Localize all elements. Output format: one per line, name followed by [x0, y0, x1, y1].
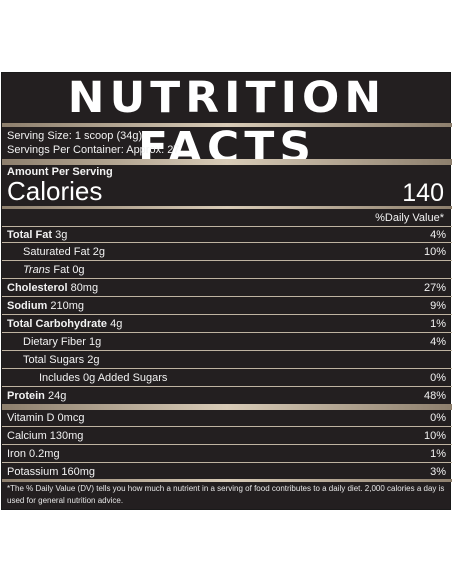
separator-thick [2, 123, 452, 127]
vitamin-dv: 1% [430, 448, 446, 460]
nutrient-row-protein: Protein 24g 48% [2, 388, 452, 405]
vitamin-row-vitamin-d: Vitamin D 0mcg 0% [2, 410, 452, 427]
nutrient-name: Protein [7, 390, 45, 402]
nutrient-dv: 9% [430, 300, 446, 312]
nutrient-row-total-sugars: Total Sugars 2g [2, 352, 452, 369]
nutrient-row-total-carbohydrate: Total Carbohydrate 4g 1% [2, 316, 452, 333]
nutrient-name: Trans [23, 264, 51, 276]
serving-size: Serving Size: 1 scoop (34g) [7, 130, 143, 142]
nutrient-name: Total Fat [7, 229, 53, 241]
vitamin-row-potassium: Potassium 160mg 3% [2, 464, 452, 481]
vitamin-name: Calcium 130mg [7, 430, 84, 442]
separator-thick [2, 159, 452, 165]
nutrient-row-trans-fat: Trans Fat 0g [2, 262, 452, 279]
nutrient-amount: 3g [52, 229, 68, 241]
nutrient-amount: Fat 0g [50, 264, 85, 276]
nutrient-name: Dietary Fiber 1g [23, 336, 102, 348]
nutrient-amount: 210mg [47, 300, 85, 312]
nutrient-name: Sodium [7, 300, 48, 312]
calories-value: 140 [402, 179, 444, 207]
vitamin-name: Vitamin D 0mcg [7, 412, 85, 424]
vitamin-dv: 3% [430, 466, 446, 478]
nutrient-row-added-sugars: Includes 0g Added Sugars 0% [2, 370, 452, 387]
nutrient-dv: 10% [423, 246, 446, 258]
vitamin-dv: 10% [423, 430, 446, 442]
servings-per-container: Servings Per Container: Approx. 27 [7, 144, 180, 156]
vitamin-name: Iron 0.2mg [7, 448, 60, 460]
separator-medium [2, 479, 452, 482]
vitamin-name: Potassium 160mg [7, 466, 96, 478]
daily-value-header: %Daily Value* [375, 212, 444, 224]
separator-medium [2, 206, 452, 209]
vitamin-dv: 0% [430, 412, 446, 424]
nutrient-name: Total Sugars 2g [23, 354, 100, 366]
nutrient-name: Cholesterol [7, 282, 68, 294]
nutrient-dv: 27% [423, 282, 446, 294]
nutrient-row-dietary-fiber: Dietary Fiber 1g 4% [2, 334, 452, 351]
nutrient-row-saturated-fat: Saturated Fat 2g 10% [2, 244, 452, 261]
nutrient-row-sodium: Sodium 210mg 9% [2, 298, 452, 315]
nutrient-amount: 24g [44, 390, 67, 402]
nutrient-dv: 0% [430, 372, 446, 384]
vitamin-row-calcium: Calcium 130mg 10% [2, 428, 452, 445]
nutrient-name: Includes 0g Added Sugars [39, 372, 168, 384]
footnote: *The % Daily Value (DV) tells you how mu… [7, 484, 445, 505]
nutrient-dv: 4% [430, 229, 446, 241]
calories-label: Calories [7, 176, 103, 206]
label-title: NUTRITION FACTS [67, 73, 387, 173]
nutrient-row-total-fat: Total Fat 3g 4% [2, 226, 452, 243]
amount-per-serving: Amount Per Serving [7, 166, 113, 178]
nutrition-label: NUTRITION FACTS Serving Size: 1 scoop (3… [1, 72, 452, 510]
nutrient-name: Total Carbohydrate [7, 318, 108, 330]
nutrient-dv: 48% [423, 390, 446, 402]
nutrient-row-cholesterol: Cholesterol 80mg 27% [2, 280, 452, 297]
nutrient-dv: 1% [430, 318, 446, 330]
nutrient-amount: 80mg [67, 282, 99, 294]
nutrient-name: Saturated Fat 2g [23, 246, 105, 258]
nutrient-amount: 4g [107, 318, 123, 330]
nutrient-dv: 4% [430, 336, 446, 348]
separator-thick [2, 404, 452, 410]
vitamin-row-iron: Iron 0.2mg 1% [2, 446, 452, 463]
